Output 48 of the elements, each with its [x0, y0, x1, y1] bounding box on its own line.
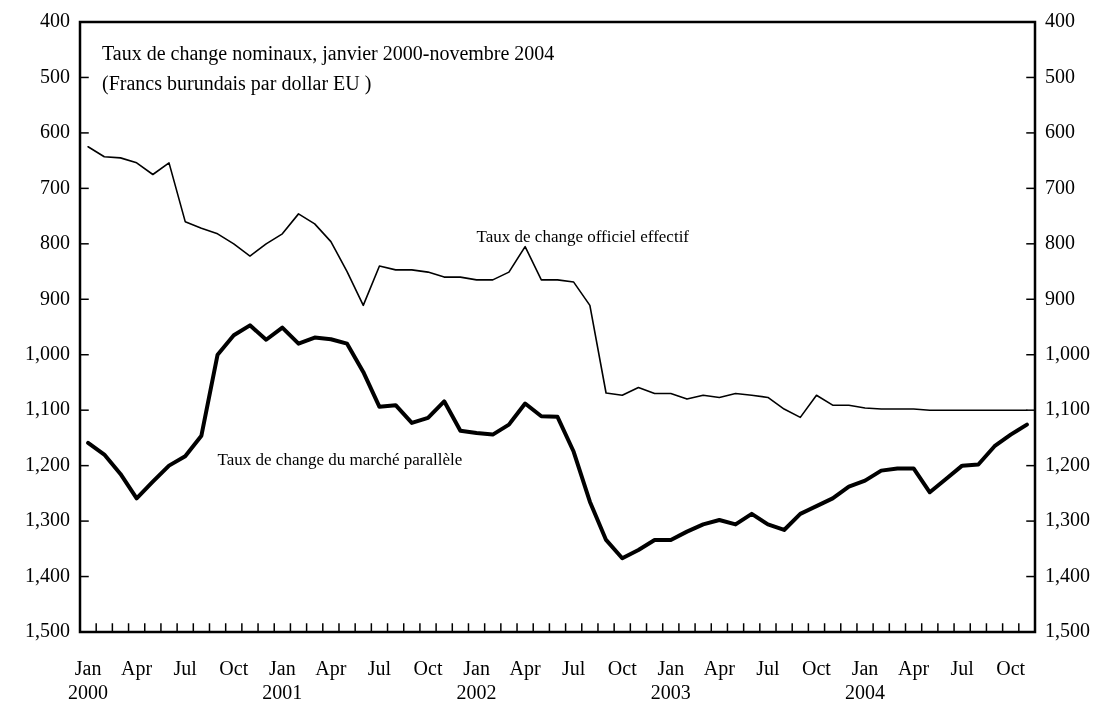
y-tick-label: 700: [40, 175, 70, 198]
y2-tick-label: 900: [1045, 286, 1075, 309]
x-tick-label: Jan 2001: [262, 657, 303, 704]
x-tick-label: Apr: [121, 657, 153, 681]
y2-tick-label: 700: [1045, 175, 1075, 198]
x-tick-label: Oct: [996, 657, 1026, 680]
x-tick-label: Jan 2000: [68, 657, 109, 704]
y-tick-label: 500: [40, 64, 70, 87]
x-tick-label: Oct: [413, 657, 443, 680]
text: Taux de change nominaux, janvier 2000-novembre 2004: [102, 42, 555, 65]
y2-tick-label: 400: [1045, 9, 1075, 32]
x-tick-label: Jan 2002: [456, 657, 497, 704]
y2-tick-label: 500: [1045, 64, 1075, 87]
y2-tick-label: 1,500: [1045, 619, 1090, 642]
x-tick-label: Jul: [756, 657, 781, 680]
y-tick-label: 1,100: [25, 397, 70, 420]
y-tick-label: 400: [40, 9, 70, 32]
x-tick-label: Jul: [562, 657, 586, 680]
y2-tick-label: 1,200: [1045, 452, 1090, 475]
y-tick-label: 1,300: [25, 508, 70, 531]
y-tick-label: 800: [40, 231, 70, 254]
y-tick-label: 1,000: [25, 341, 70, 364]
x-tick-label: Apr: [898, 657, 930, 681]
x-tick-label: Apr: [509, 657, 542, 681]
y-tick-label: 1,400: [25, 563, 70, 586]
series-label: Taux de change officiel effectif: [476, 226, 690, 246]
x-tick-label: Oct: [607, 657, 638, 680]
y-tick-label: 1,200: [25, 452, 70, 475]
y-tick-label: 600: [40, 120, 70, 143]
x-tick-label: Oct: [802, 657, 832, 680]
x-tick-label: Jan 2004: [845, 657, 886, 704]
x-tick-label: Jul: [367, 657, 392, 680]
y2-tick-label: 800: [1045, 231, 1075, 254]
y2-tick-label: 1,400: [1045, 563, 1090, 586]
x-tick-label: Jul: [173, 657, 198, 680]
y2-tick-label: 1,100: [1045, 397, 1090, 420]
y2-tick-label: 1,000: [1045, 341, 1090, 364]
x-tick-label: Apr: [703, 657, 736, 681]
series-label: Taux de change du marché parallèle: [217, 449, 463, 469]
y2-tick-label: 600: [1045, 120, 1075, 143]
text: (Francs burundais par dollar EU ): [102, 72, 372, 95]
y2-tick-label: 1,300: [1045, 508, 1090, 531]
y-tick-label: 900: [40, 286, 70, 309]
x-tick-label: Oct: [219, 657, 249, 680]
y-tick-label: 1,500: [25, 619, 70, 642]
x-tick-label: Apr: [315, 657, 347, 681]
x-tick-label: Jan 2003: [650, 657, 691, 704]
x-tick-label: Jul: [950, 657, 975, 680]
